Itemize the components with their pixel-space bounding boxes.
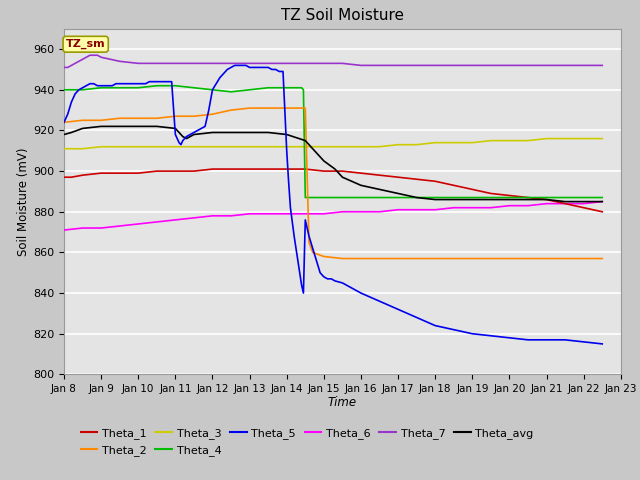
Text: TZ_sm: TZ_sm (66, 39, 106, 49)
Legend: Theta_1, Theta_2, Theta_3, Theta_4, Theta_5, Theta_6, Theta_7, Theta_avg: Theta_1, Theta_2, Theta_3, Theta_4, Thet… (81, 428, 534, 456)
Y-axis label: Soil Moisture (mV): Soil Moisture (mV) (17, 147, 30, 256)
Title: TZ Soil Moisture: TZ Soil Moisture (281, 9, 404, 24)
X-axis label: Time: Time (328, 396, 357, 408)
